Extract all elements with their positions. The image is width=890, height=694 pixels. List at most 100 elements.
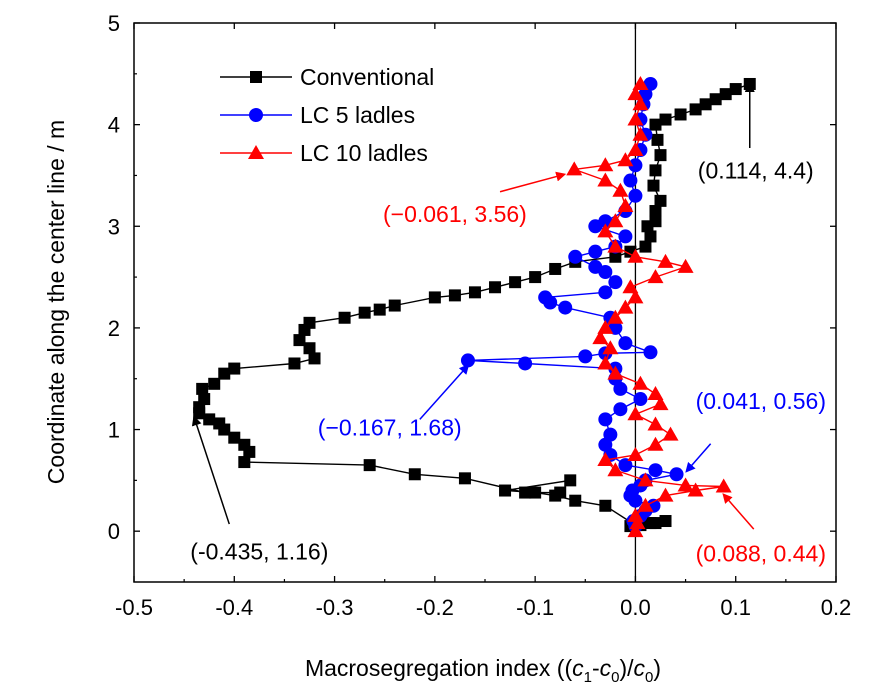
data-point — [627, 289, 644, 304]
y-tick-label: 3 — [108, 214, 120, 239]
y-tick-label: 0 — [108, 519, 120, 544]
data-point — [538, 290, 553, 305]
data-point — [689, 103, 702, 116]
data-point — [637, 497, 654, 512]
data-point — [647, 385, 664, 400]
data-point — [238, 438, 251, 451]
data-point — [198, 393, 211, 406]
data-point — [652, 396, 669, 411]
annotation: (−0.167, 1.68) — [318, 364, 470, 441]
annotation-layer: (0.114, 4.4) (−0.061, 3.56) (−0.167, 1.68)… — [190, 81, 826, 567]
data-point — [238, 456, 251, 469]
data-point — [569, 494, 582, 507]
data-point — [566, 161, 583, 176]
legend-label: Conventional — [300, 64, 434, 90]
data-point — [196, 382, 209, 395]
data-point — [649, 517, 662, 530]
data-point — [428, 291, 441, 304]
x-tick-label: -0.3 — [316, 595, 354, 620]
y-tick-label: 4 — [108, 113, 120, 138]
plot-frame — [133, 22, 837, 583]
data-point — [338, 311, 351, 324]
legend: Conventional LC 5 ladles LC 10 ladles — [220, 64, 434, 166]
legend-item: LC 5 ladles — [220, 102, 415, 128]
axes-layer: -0.5 -0.4 -0.3 -0.2 -0.1 0.0 0.1 0.2 0 1 2 3 4 5 — [108, 11, 852, 620]
data-point — [647, 436, 664, 451]
legend-marker — [249, 108, 263, 122]
annotation-arrow — [685, 443, 712, 473]
data-point — [633, 392, 648, 407]
data-point — [448, 289, 461, 302]
data-point — [632, 75, 649, 90]
data-point — [228, 362, 241, 375]
series-square — [193, 77, 756, 533]
data-point — [669, 467, 684, 482]
data-point — [627, 523, 644, 538]
data-point — [617, 299, 634, 314]
series-line — [574, 83, 724, 532]
data-point — [618, 229, 633, 244]
data-point — [599, 499, 612, 512]
data-point — [607, 462, 624, 477]
x-tick-label: 0.2 — [821, 595, 852, 620]
data-point — [612, 182, 629, 197]
data-point — [588, 259, 603, 274]
data-point — [628, 158, 643, 173]
data-point — [460, 353, 475, 368]
data-point — [632, 96, 649, 111]
y-tick-label: 2 — [108, 316, 120, 341]
data-point — [509, 276, 522, 289]
x-tick-label: -0.1 — [516, 595, 554, 620]
y-axis-title: Coordinate along the center line / m — [43, 120, 69, 484]
data-point — [639, 240, 652, 253]
data-point — [618, 336, 633, 351]
annotation: (0.041, 0.56) — [685, 388, 826, 473]
x-tick-label: 0.1 — [720, 595, 751, 620]
data-point — [674, 108, 687, 121]
data-point — [408, 468, 421, 481]
data-point — [628, 188, 643, 203]
data-point — [719, 88, 732, 101]
legend-marker — [250, 71, 262, 83]
data-point — [654, 149, 667, 162]
data-point — [649, 118, 662, 131]
data-point — [218, 367, 231, 380]
legend-item: Conventional — [220, 64, 434, 90]
annotation-arrow — [499, 171, 567, 193]
data-point — [578, 349, 593, 364]
series-circle — [460, 76, 684, 534]
data-point — [529, 486, 542, 499]
legend-label: LC 5 ladles — [300, 102, 415, 128]
data-point — [617, 197, 634, 212]
series-layer — [193, 75, 756, 538]
data-point — [518, 356, 533, 371]
data-point — [607, 213, 624, 228]
annotation: (-0.435, 1.16) — [190, 415, 328, 565]
data-point — [607, 238, 624, 253]
legend-item: LC 10 ladles — [220, 140, 428, 166]
annotation: (0.088, 0.44) — [696, 493, 826, 567]
data-point — [603, 427, 618, 442]
data-point — [303, 316, 316, 329]
data-point — [597, 157, 614, 172]
annotation-label: (0.114, 4.4) — [698, 158, 814, 184]
annotation-label: (0.041, 0.56) — [696, 388, 826, 414]
data-point — [629, 515, 646, 530]
data-point — [651, 133, 664, 146]
data-point — [208, 377, 221, 390]
data-point — [597, 452, 614, 467]
annotation: (−0.061, 3.56) — [383, 171, 567, 227]
data-point — [618, 458, 633, 473]
data-point — [293, 334, 306, 347]
data-point — [213, 417, 226, 430]
data-point — [627, 507, 644, 522]
x-tick-label: -0.4 — [215, 595, 253, 620]
data-point — [677, 477, 694, 492]
legend-label: LC 10 ladles — [300, 140, 428, 166]
annotation-label: (−0.167, 1.68) — [318, 415, 462, 441]
data-point — [607, 309, 624, 324]
data-point — [597, 223, 614, 238]
data-point — [288, 357, 301, 370]
annotation-label: (0.088, 0.44) — [696, 541, 826, 567]
series-triangle — [566, 75, 732, 538]
